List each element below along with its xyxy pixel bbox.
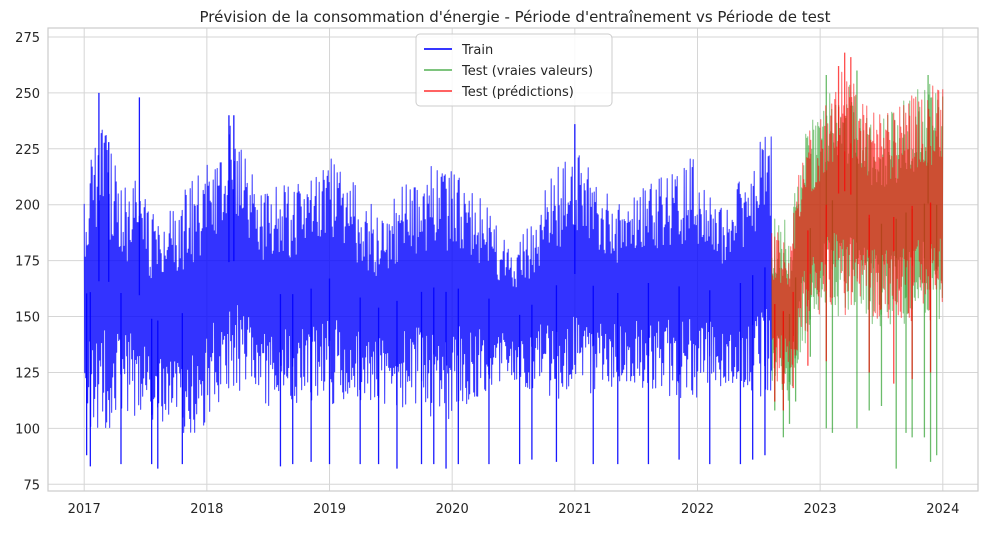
x-tick-label: 2021 [558, 502, 591, 517]
y-tick-label: 100 [15, 422, 40, 437]
legend-label: Train [461, 43, 493, 58]
series-layer [83, 52, 944, 469]
y-tick-label: 275 [15, 31, 40, 46]
y-tick-label: 75 [23, 478, 40, 493]
y-tick-label: 200 [15, 199, 40, 214]
x-tick-label: 2023 [804, 502, 837, 517]
x-tick-label: 2022 [681, 502, 714, 517]
legend-label: Test (vraies valeurs) [461, 64, 593, 79]
series-line-1 [83, 125, 773, 434]
series-line-3 [771, 71, 944, 385]
y-tick-label: 125 [15, 366, 40, 381]
plot-frame [47, 27, 979, 492]
y-tick-label: 175 [15, 255, 40, 270]
x-tick-label: 2018 [190, 502, 223, 517]
y-tick-label: 150 [15, 311, 40, 326]
legend-box [415, 33, 613, 107]
x-tick-label: 2017 [68, 502, 101, 517]
chart-title: Prévision de la consommation d'énergie -… [199, 8, 830, 26]
x-tick-label: 2020 [436, 502, 469, 517]
x-axis-ticks: 2017 2018 2019 2020 2021 2022 2023 2024 [68, 502, 960, 517]
y-tick-label: 250 [15, 87, 40, 102]
x-tick-label: 2024 [926, 502, 959, 517]
x-tick-label: 2019 [313, 502, 346, 517]
legend-label: Test (prédictions) [461, 85, 574, 100]
legend: Train Test (vraies valeurs) Test (prédicti… [415, 33, 613, 107]
y-axis-ticks: 75 100 125 150 175 200 225 250 275 [15, 31, 40, 493]
y-tick-label: 225 [15, 143, 40, 158]
